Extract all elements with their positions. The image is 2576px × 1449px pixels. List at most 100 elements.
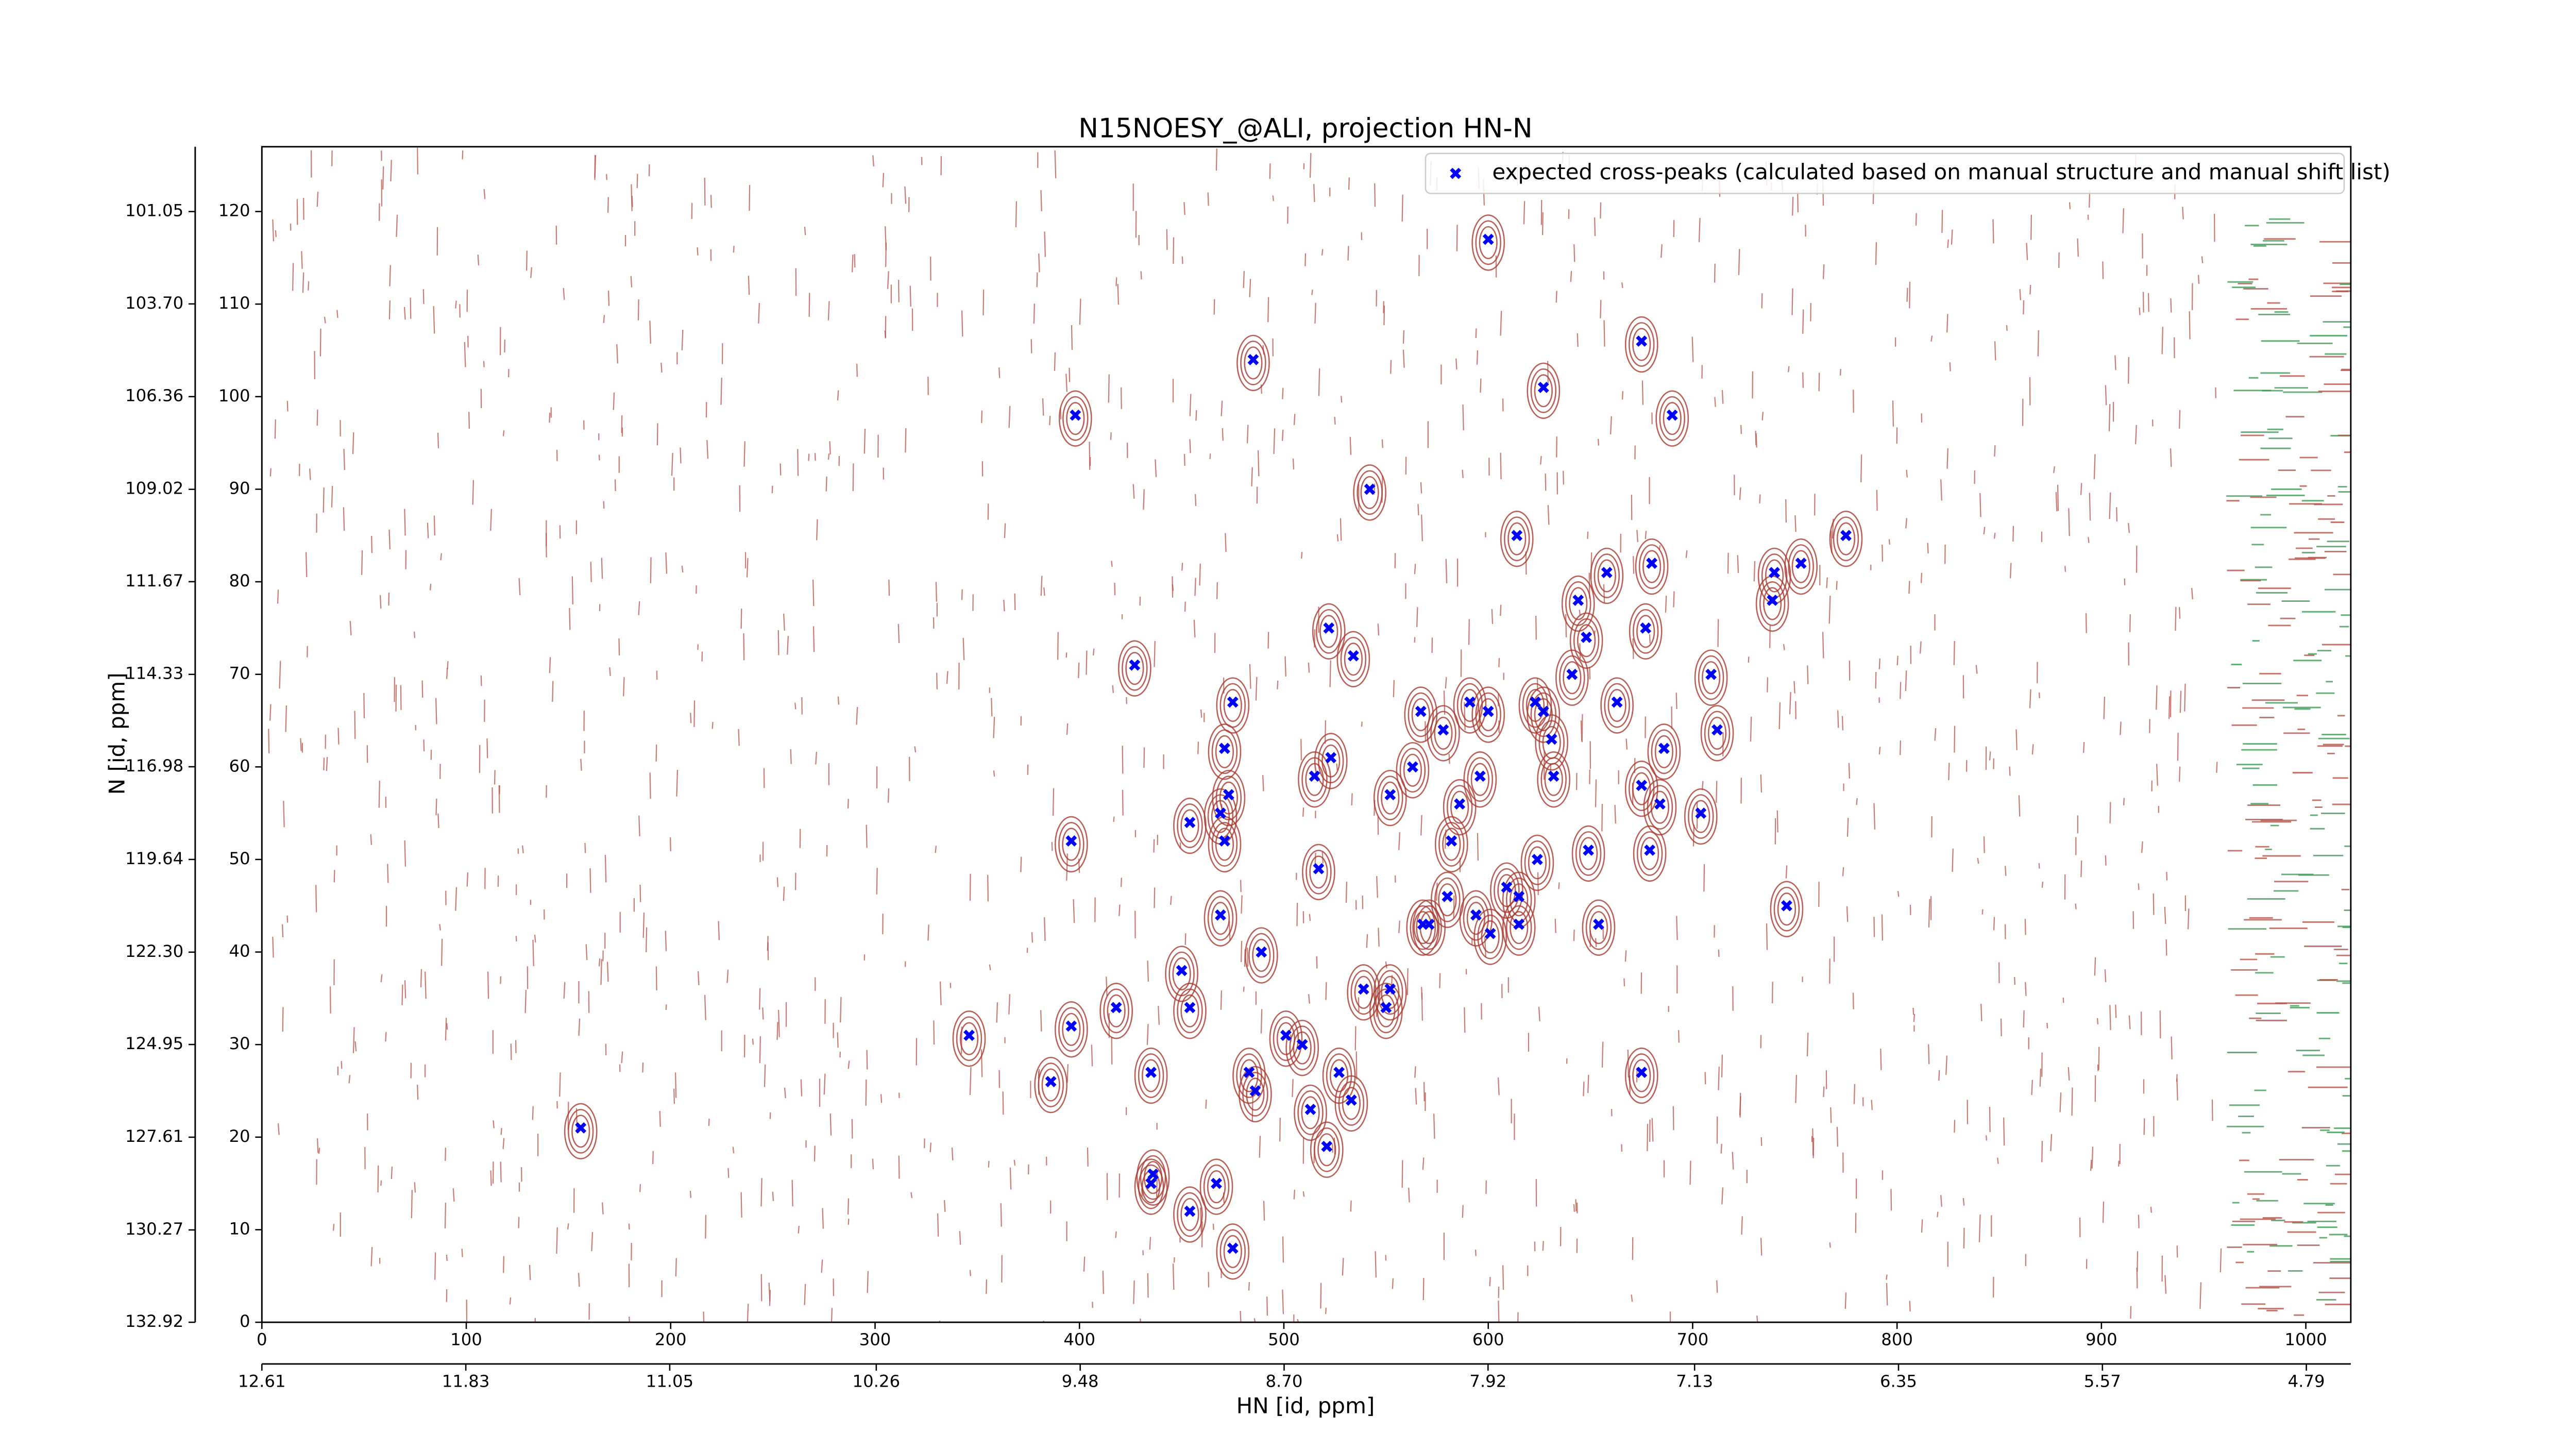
peak-contour <box>1624 316 1658 373</box>
noise-contour <box>1975 665 1978 674</box>
peak-contour <box>1594 553 1620 598</box>
noise-contour <box>616 344 618 364</box>
peak-contour <box>1450 790 1469 824</box>
noise-contour <box>283 801 285 828</box>
noise-contour <box>2000 1018 2002 1037</box>
peak-contour <box>1062 1013 1081 1046</box>
cross-peak <box>1572 595 1584 606</box>
noise-contour <box>2026 243 2028 260</box>
peak-contour <box>1650 790 1670 824</box>
peak-contour <box>1434 816 1468 873</box>
noise-contour <box>480 675 482 686</box>
peak-contour <box>1317 1133 1336 1167</box>
cross-peak <box>1070 409 1081 421</box>
noise-contour <box>1600 202 1602 219</box>
noise-contour <box>2038 863 2040 869</box>
noise-contour <box>1153 839 1155 853</box>
cross-peak <box>1406 761 1418 773</box>
noise-contour <box>1954 726 1956 753</box>
noise-contour <box>1381 439 1383 448</box>
noise-contour <box>388 529 391 549</box>
noise-contour <box>1919 641 1922 654</box>
noise-contour <box>1691 336 1694 362</box>
peak-contour <box>1434 877 1461 922</box>
noise-contour <box>552 681 554 702</box>
y2-tick-label: 127.61 <box>125 1126 183 1146</box>
noise-contour <box>1309 153 1312 178</box>
noise-contour <box>515 936 517 942</box>
x-tick-label: 800 <box>1881 1330 1913 1350</box>
noise-contour <box>825 476 827 492</box>
peak-contour <box>1125 652 1144 685</box>
legend-box <box>1425 153 2345 194</box>
peak-contour <box>1034 1056 1068 1114</box>
noise-contour <box>981 410 983 423</box>
cross-peak <box>1256 946 1267 958</box>
noise-contour <box>787 636 789 655</box>
cross-peak <box>1601 567 1613 578</box>
noise-contour <box>455 887 457 911</box>
noise-contour <box>461 1249 463 1257</box>
noise-contour <box>1853 1084 1856 1104</box>
noise-contour <box>1954 1120 1956 1133</box>
peak-contour <box>1107 994 1126 1027</box>
peak-contour <box>1336 631 1370 687</box>
noise-contour <box>1928 899 1930 928</box>
noise-contour <box>1739 487 1741 500</box>
x-tick-label: 700 <box>1677 1330 1709 1350</box>
noise-contour <box>628 1223 630 1230</box>
cross-peak <box>1184 817 1196 828</box>
peak-contour <box>1062 828 1081 861</box>
y2-tick-label: 111.67 <box>125 571 183 591</box>
cross-peak <box>1218 835 1230 847</box>
peak-contour <box>1642 550 1662 583</box>
noise-contour <box>1498 1300 1500 1323</box>
peak-contour <box>1691 800 1710 833</box>
noise-contour <box>269 468 272 477</box>
cross-peak <box>1548 770 1560 782</box>
noise-contour <box>1207 192 1209 206</box>
peak-contour <box>1527 362 1561 419</box>
peak-contour <box>1360 476 1379 509</box>
noise-contour <box>1476 350 1479 365</box>
noise-contour <box>1422 1157 1425 1170</box>
noise-contour <box>444 1203 447 1228</box>
noise-contour <box>1698 217 1701 242</box>
peak-contour <box>1510 883 1529 917</box>
peak-contour <box>1530 368 1557 413</box>
cross-peak <box>1325 752 1337 764</box>
peak-contour <box>1507 522 1527 555</box>
noise-contour <box>379 595 382 609</box>
peak-contour <box>1203 1164 1230 1209</box>
noise-contour <box>521 845 524 853</box>
peak-contour <box>1540 757 1567 802</box>
peak-contour <box>1561 575 1595 632</box>
noise-contour <box>466 872 469 887</box>
cross-peak <box>1227 696 1239 708</box>
noise-contour <box>1293 414 1296 425</box>
cross-peak <box>1215 807 1226 819</box>
noise-contour <box>1154 641 1156 667</box>
peak-contour <box>1314 733 1348 789</box>
noise-contour <box>904 186 907 204</box>
noise-contour <box>982 290 985 315</box>
cross-peak <box>1347 650 1359 662</box>
noise-contour <box>1293 1189 1296 1200</box>
cross-peak <box>1110 1002 1122 1014</box>
noise-contour <box>1767 677 1769 693</box>
noise-contour <box>847 799 849 809</box>
noise-contour <box>591 1232 594 1252</box>
peak-contour <box>1240 341 1266 385</box>
peak-contour <box>1555 649 1589 706</box>
noise-contour <box>847 1198 850 1215</box>
noise-contour <box>758 302 760 324</box>
cross-peak <box>575 1122 587 1134</box>
peak-contour <box>1062 396 1089 441</box>
noise-contour <box>1173 1257 1175 1263</box>
noise-contour <box>749 184 751 211</box>
noise-contour <box>272 219 275 242</box>
peak-contour <box>1273 1016 1299 1062</box>
noise-contour <box>848 1060 850 1069</box>
noise-contour <box>681 565 684 573</box>
